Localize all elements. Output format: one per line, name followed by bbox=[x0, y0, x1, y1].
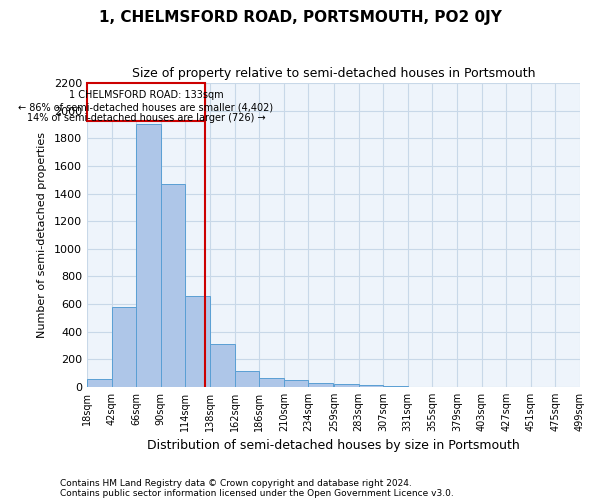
Text: 1, CHELMSFORD ROAD, PORTSMOUTH, PO2 0JY: 1, CHELMSFORD ROAD, PORTSMOUTH, PO2 0JY bbox=[98, 10, 502, 25]
Bar bbox=[259, 378, 284, 387]
Bar bbox=[383, 386, 408, 387]
Text: 1 CHELMSFORD ROAD: 133sqm: 1 CHELMSFORD ROAD: 133sqm bbox=[68, 90, 223, 100]
Text: ← 86% of semi-detached houses are smaller (4,402): ← 86% of semi-detached houses are smalle… bbox=[19, 102, 274, 112]
Bar bbox=[235, 371, 259, 387]
Bar bbox=[136, 124, 161, 387]
Bar bbox=[359, 385, 383, 387]
Title: Size of property relative to semi-detached houses in Portsmouth: Size of property relative to semi-detach… bbox=[132, 68, 535, 80]
Bar bbox=[210, 344, 235, 387]
Bar bbox=[284, 380, 308, 387]
Bar bbox=[334, 384, 359, 387]
Text: Contains public sector information licensed under the Open Government Licence v3: Contains public sector information licen… bbox=[60, 488, 454, 498]
Bar bbox=[87, 380, 112, 387]
Y-axis label: Number of semi-detached properties: Number of semi-detached properties bbox=[37, 132, 47, 338]
Text: Contains HM Land Registry data © Crown copyright and database right 2024.: Contains HM Land Registry data © Crown c… bbox=[60, 478, 412, 488]
Bar bbox=[161, 184, 185, 387]
Bar bbox=[112, 307, 136, 387]
X-axis label: Distribution of semi-detached houses by size in Portsmouth: Distribution of semi-detached houses by … bbox=[147, 440, 520, 452]
Bar bbox=[308, 383, 333, 387]
Bar bbox=[87, 83, 205, 121]
Text: 14% of semi-detached houses are larger (726) →: 14% of semi-detached houses are larger (… bbox=[26, 112, 265, 122]
Bar bbox=[185, 296, 210, 387]
